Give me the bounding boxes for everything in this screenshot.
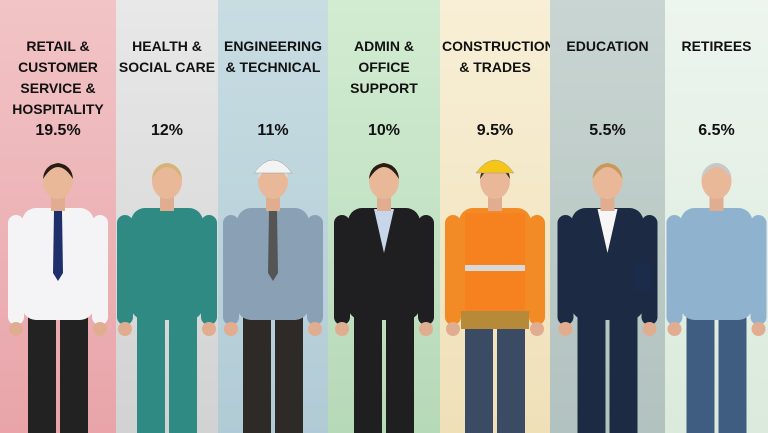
leg (718, 313, 747, 433)
head (701, 163, 732, 199)
person-figure (334, 163, 434, 433)
shirt-front (597, 209, 618, 253)
vest (465, 213, 525, 311)
torso (348, 208, 420, 320)
hand (308, 322, 322, 336)
sector-share: 6.5% (698, 122, 735, 139)
hand (335, 322, 349, 336)
tie (268, 211, 278, 281)
leg (28, 313, 56, 433)
sector-label: CONSTRUCTION & TRADES (442, 38, 550, 75)
hand (558, 322, 573, 336)
hand (118, 322, 132, 336)
sector-share: 11% (257, 122, 289, 139)
leg (497, 313, 525, 433)
leg (577, 313, 606, 433)
arm (117, 215, 133, 325)
torso (131, 208, 203, 320)
sector-column: ADMIN & OFFICE SUPPORT 10% (328, 0, 440, 433)
hair (701, 163, 732, 179)
sector-label: ENGINEERING & TECHNICAL (223, 38, 322, 75)
hair (369, 163, 399, 179)
leg (243, 313, 271, 433)
torso (680, 208, 753, 320)
sector-column: RETAIL & CUSTOMER SERVICE & HOSPITALITY 1… (0, 0, 116, 433)
hair (43, 163, 73, 179)
hand (202, 322, 216, 336)
person-figure (223, 159, 323, 433)
tool-belt (461, 311, 529, 329)
person-figure (8, 163, 108, 433)
person-figure (117, 163, 217, 433)
arm (334, 215, 350, 325)
hand (530, 322, 544, 336)
reflective-strip (465, 265, 525, 271)
sector-share: 9.5% (476, 122, 514, 139)
sector-share: 12% (150, 122, 184, 139)
hand (224, 322, 238, 336)
sector-share: 10% (367, 122, 401, 139)
leg (137, 313, 165, 433)
book (633, 263, 652, 291)
sector-column: RETIREES 6.5% (665, 0, 768, 433)
leg (60, 313, 88, 433)
person-figure (666, 163, 767, 433)
hand (667, 322, 682, 336)
leg (686, 313, 715, 433)
leg (465, 313, 493, 433)
leg (609, 313, 638, 433)
arm (418, 215, 434, 325)
person-figure (557, 163, 658, 433)
hand (93, 322, 107, 336)
arm (201, 215, 217, 325)
arm (529, 215, 545, 325)
sector-label: ADMIN & OFFICE SUPPORT (350, 38, 418, 96)
head (592, 163, 623, 199)
hand (751, 322, 766, 336)
sector-share: 5.5% (589, 122, 626, 139)
leg (275, 313, 303, 433)
arm (750, 215, 767, 325)
arm (445, 215, 461, 325)
hand (446, 322, 460, 336)
hard-hat (475, 159, 515, 174)
leg (386, 313, 414, 433)
tie (53, 211, 63, 281)
head (152, 163, 182, 199)
arm (223, 215, 239, 325)
sector-column: HEALTH & SOCIAL CARE 12% (116, 0, 218, 433)
sector-column: CONSTRUCTION & TRADES 9.5% (440, 0, 550, 433)
hair (152, 163, 182, 179)
sector-label: HEALTH & SOCIAL CARE (118, 38, 216, 75)
head (43, 163, 73, 199)
sector-share: 19.5% (35, 122, 81, 139)
hand (642, 322, 657, 336)
head (369, 163, 399, 199)
arm (8, 215, 24, 325)
hand (419, 322, 433, 336)
torso (571, 208, 644, 320)
shirt-front (374, 209, 394, 253)
arm (557, 215, 574, 325)
person-figure (445, 159, 545, 433)
hand (9, 322, 23, 336)
leg (169, 313, 197, 433)
sector-label: RETIREES (681, 38, 752, 54)
hard-hat (253, 159, 293, 174)
hair (592, 163, 623, 179)
arm (92, 215, 108, 325)
arm (666, 215, 683, 325)
leg (354, 313, 382, 433)
sector-column: EDUCATION 5.5% (550, 0, 665, 433)
sector-label: RETAIL & CUSTOMER SERVICE & HOSPITALITY (12, 38, 104, 117)
sector-column: ENGINEERING & TECHNICAL 11% (218, 0, 328, 433)
sector-label: EDUCATION (566, 38, 649, 54)
arm (307, 215, 323, 325)
